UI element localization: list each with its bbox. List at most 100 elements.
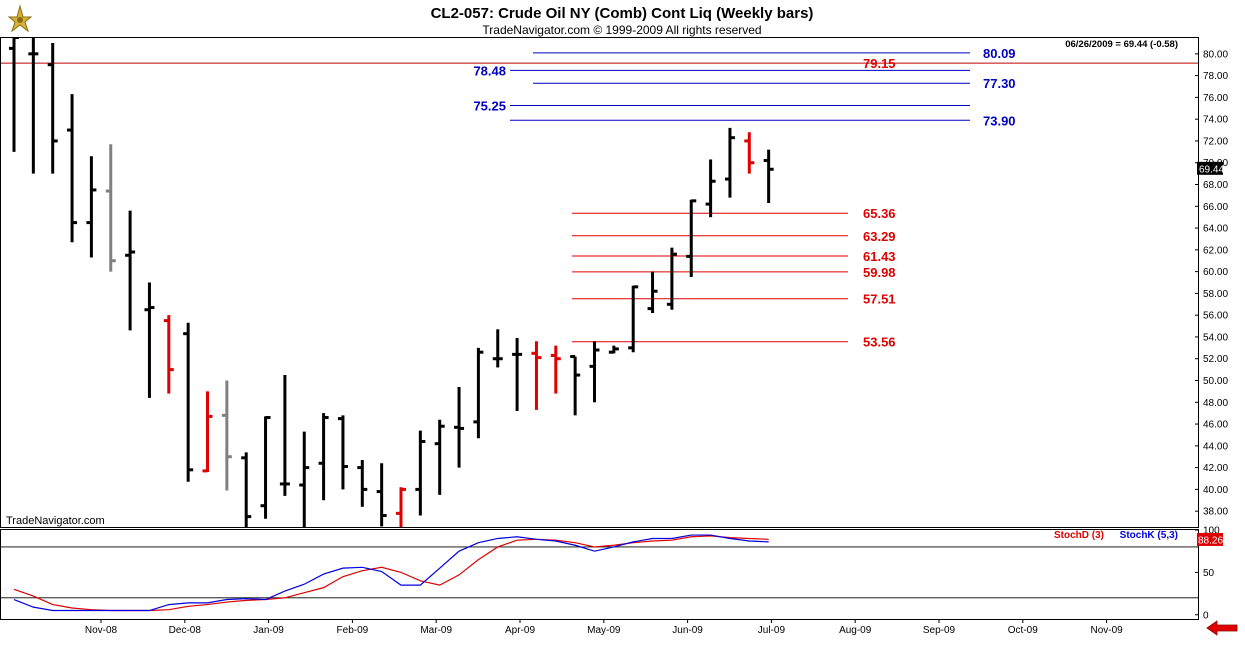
fib-level-label: 73.90 — [983, 113, 1016, 128]
x-tick-label: Jan-09 — [253, 625, 284, 636]
y-tick-label: 66.00 — [1203, 202, 1228, 213]
y-tick-label: 54.00 — [1203, 332, 1228, 343]
last-quote-label: 06/26/2009 = 69.44 (-0.58) — [1065, 39, 1178, 50]
y-tick-label: 52.00 — [1203, 354, 1228, 365]
fib-level-label: 79.15 — [863, 56, 896, 71]
ohlc-bar — [492, 329, 503, 368]
ohlc-bar — [86, 156, 97, 258]
ohlc-bar — [608, 345, 619, 354]
ohlc-bar — [299, 431, 310, 527]
stoch-tick-label: 0 — [1203, 610, 1209, 621]
last-price-label: 69.44 — [1199, 164, 1224, 175]
y-tick-label: 46.00 — [1203, 420, 1228, 431]
ohlc-bar — [647, 271, 658, 313]
ohlc-bar — [67, 94, 78, 243]
y-tick-label: 78.00 — [1203, 71, 1228, 82]
ohlc-bar — [28, 38, 39, 174]
stochk-legend: StochK (5,3) — [1120, 530, 1178, 541]
ohlc-bar — [144, 282, 155, 398]
ohlc-bar — [531, 341, 542, 410]
ohlc-bar — [550, 345, 561, 394]
fib-level-label: 65.36 — [863, 206, 896, 221]
x-tick-label: Dec-08 — [169, 625, 202, 636]
ohlc-bar — [686, 199, 697, 278]
ohlc-bar — [241, 452, 252, 527]
stoch-tick-label: 100 — [1203, 526, 1220, 537]
ohlc-bar — [434, 419, 445, 495]
y-tick-label: 80.00 — [1203, 49, 1228, 60]
ohlc-bar — [260, 416, 271, 519]
x-tick-label: Feb-09 — [337, 625, 369, 636]
last-price-box — [1197, 161, 1223, 175]
y-tick-label: 72.00 — [1203, 136, 1228, 147]
y-tick-label: 48.00 — [1203, 398, 1228, 409]
y-tick-label: 58.00 — [1203, 289, 1228, 300]
stoch-tick-label: 50 — [1203, 568, 1215, 579]
y-tick-label: 64.00 — [1203, 224, 1228, 235]
stoch-last-value-box — [1197, 532, 1223, 546]
ohlc-bar — [570, 355, 581, 416]
ohlc-bar — [183, 322, 194, 482]
fib-level-label: 53.56 — [863, 335, 896, 350]
y-tick-label: 40.00 — [1203, 485, 1228, 496]
ohlc-bar — [724, 127, 735, 198]
y-tick-label: 44.00 — [1203, 441, 1228, 452]
y-tick-label: 62.00 — [1203, 245, 1228, 256]
ohlc-bar — [666, 247, 677, 310]
ohlc-bar — [376, 463, 387, 527]
y-tick-label: 56.00 — [1203, 311, 1228, 322]
chart-subtitle: TradeNavigator.com © 1999-2009 All right… — [482, 23, 761, 37]
stochastic-panel — [0, 529, 1199, 620]
trade-navigator-logo-icon — [4, 3, 36, 33]
ohlc-bar — [473, 347, 484, 439]
ohlc-bar — [628, 285, 639, 353]
ohlc-bar — [744, 132, 755, 174]
ohlc-bar — [454, 387, 465, 468]
fib-level-label: 63.29 — [863, 229, 896, 244]
ohlc-bar — [396, 487, 406, 527]
ohlc-bar — [705, 159, 716, 218]
ohlc-bar — [221, 380, 232, 491]
x-tick-label: May-09 — [587, 625, 621, 636]
stoch-last-value-label: 88.26 — [1198, 535, 1223, 546]
x-tick-label: Oct-09 — [1008, 625, 1038, 636]
x-tick-label: Mar-09 — [420, 625, 452, 636]
ohlc-bar — [125, 210, 136, 331]
fib-level-label: 80.09 — [983, 46, 1016, 61]
ohlc-bar — [47, 42, 58, 174]
x-tick-label: Jul-09 — [758, 625, 786, 636]
fib-level-label: 57.51 — [863, 292, 896, 307]
x-tick-label: Nov-09 — [1090, 625, 1123, 636]
ohlc-bar — [589, 341, 600, 403]
ohlc-bar — [512, 338, 523, 411]
ohlc-bar — [202, 391, 213, 473]
price-panel — [0, 37, 1199, 528]
stochk-line — [13, 534, 769, 612]
y-tick-label: 38.00 — [1203, 507, 1228, 518]
ohlc-bar — [763, 149, 774, 204]
y-tick-label: 68.00 — [1203, 180, 1228, 191]
fib-level-label: 75.25 — [473, 99, 506, 114]
ohlc-bars — [9, 38, 774, 527]
ohlc-bar — [318, 413, 329, 501]
x-tick-label: Jun-09 — [672, 625, 703, 636]
scroll-left-arrow-icon[interactable] — [1206, 620, 1238, 636]
ohlc-bar — [337, 415, 348, 490]
ohlc-bar — [279, 375, 290, 496]
watermark-label: TradeNavigator.com — [6, 515, 105, 527]
y-tick-label: 76.00 — [1203, 93, 1228, 104]
y-tick-label: 50.00 — [1203, 376, 1228, 387]
x-tick-label: Aug-09 — [839, 625, 872, 636]
stochd-legend: StochD (3) — [1054, 530, 1104, 541]
fib-level-label: 78.48 — [473, 63, 506, 78]
x-tick-label: Sep-09 — [923, 625, 956, 636]
ohlc-bar — [9, 38, 19, 152]
x-tick-label: Apr-09 — [505, 625, 535, 636]
fib-level-label: 77.30 — [983, 76, 1016, 91]
y-tick-label: 74.00 — [1203, 115, 1228, 126]
ohlc-bar — [163, 315, 174, 394]
chart-title: CL2-057: Crude Oil NY (Comb) Cont Liq (W… — [431, 5, 814, 22]
fib-level-label: 59.98 — [863, 265, 896, 280]
ohlc-bar — [415, 430, 426, 516]
